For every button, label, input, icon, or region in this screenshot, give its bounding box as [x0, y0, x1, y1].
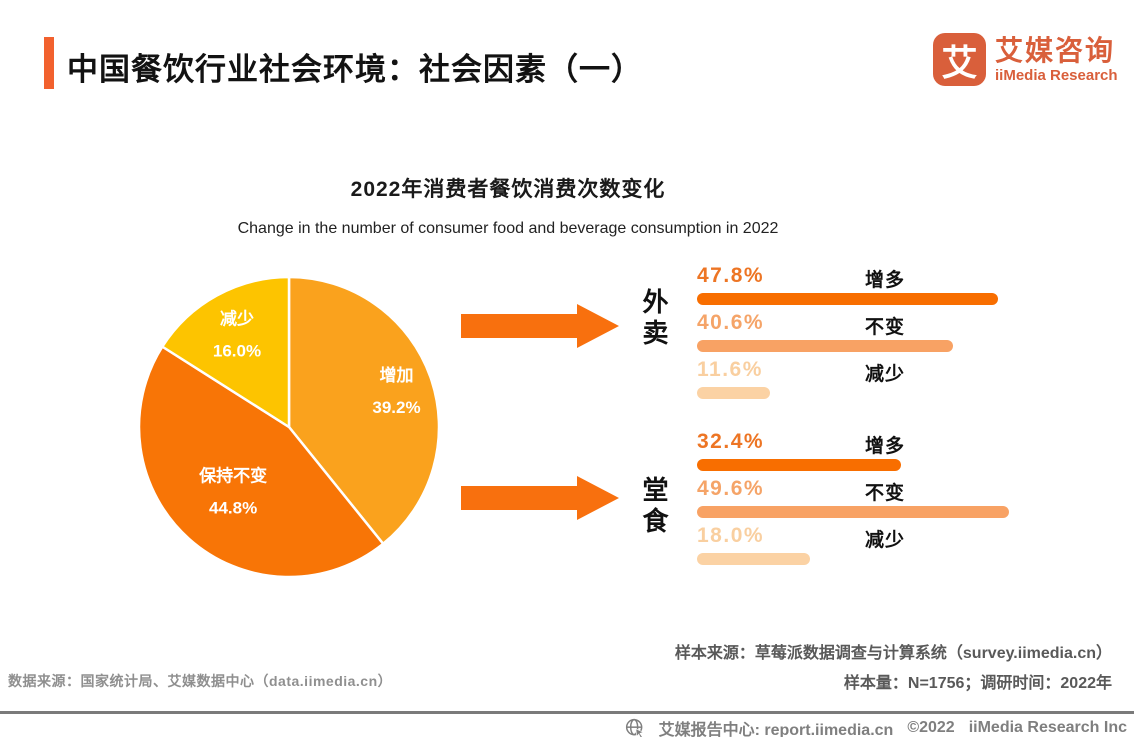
bar-row: 18.0% 减少	[697, 524, 1127, 570]
pie-slice	[137, 345, 385, 579]
bar-category-label: 不变	[865, 483, 906, 504]
sample-source-note: 样本来源：草莓派数据调查与计算系统（survey.iimedia.cn）	[674, 645, 1112, 662]
footer-divider	[0, 711, 1134, 714]
bar-value-label: 11.6%	[697, 358, 763, 381]
takeout-arrow-icon	[461, 304, 619, 348]
pie-slice	[287, 275, 441, 546]
brand-logo-icon: 艾	[933, 33, 986, 86]
bar-category-label: 不变	[865, 317, 906, 338]
pie-slice-label: 保持不变	[198, 466, 267, 486]
bar	[697, 506, 1009, 518]
bar-value-label: 47.8%	[697, 264, 765, 287]
chart-title-cn: 2022年消费者餐饮消费次数变化	[350, 178, 666, 201]
header-accent-bar	[44, 37, 54, 89]
copyright-text: ©2022	[907, 719, 955, 736]
bar	[697, 340, 953, 352]
bar-row: 49.6% 不变	[697, 477, 1127, 523]
bar	[697, 459, 901, 471]
group-label-takeout: 外卖	[639, 288, 669, 350]
page-title: 中国餐饮行业社会环境：社会因素（一）	[67, 52, 643, 87]
pie-slice-value: 16.0%	[213, 341, 261, 360]
ai-glyph: 艾	[941, 41, 978, 83]
bar-group-takeout: 47.8% 增多 40.6% 不变 11.6% 减少	[697, 264, 1127, 414]
bar-category-label: 减少	[865, 364, 906, 385]
sample-info-note: 样本量：N=1756；调研时间：2022年	[843, 675, 1112, 692]
bar	[697, 553, 810, 565]
bar-value-label: 32.4%	[697, 430, 765, 453]
report-center-text: 艾媒报告中心: report.iimedia.cn	[658, 722, 894, 737]
brand-name-en: iiMedia Research	[995, 67, 1118, 84]
bar-value-label: 49.6%	[697, 477, 765, 500]
bar-group-dinein: 32.4% 增多 49.6% 不变 18.0% 减少	[697, 430, 1127, 580]
pie-slice-label: 减少	[220, 308, 254, 328]
pie-slice-label: 增加	[380, 365, 414, 385]
chart-header: 2022年消费者餐饮消费次数变化 Change in the number of…	[148, 173, 868, 238]
dinein-arrow-icon	[461, 476, 619, 520]
bar-row: 11.6% 减少	[697, 358, 1127, 404]
brand-name-cn: 艾媒咨询	[995, 35, 1116, 66]
pie-slice-value: 39.2%	[372, 398, 420, 417]
bar-value-label: 18.0%	[697, 524, 765, 547]
bar-row: 40.6% 不变	[697, 311, 1127, 357]
chart-title-en: Change in the number of consumer food an…	[237, 220, 779, 237]
bar-category-label: 增多	[865, 436, 906, 457]
group-label-dinein: 堂食	[639, 476, 669, 538]
company-text: iiMedia Research Inc	[968, 719, 1127, 736]
pie-slice-value: 44.8%	[209, 499, 257, 518]
globe-cursor-icon	[625, 718, 644, 737]
pie-slice	[161, 275, 291, 429]
bar-row: 47.8% 增多	[697, 264, 1127, 310]
pie-chart: 增加 39.2% 保持不变 44.8% 减少 16.0%	[137, 275, 441, 579]
bar-category-label: 增多	[865, 270, 906, 291]
bar	[697, 293, 998, 305]
bar-value-label: 40.6%	[697, 311, 765, 334]
footer-report-bar: 艾媒报告中心: report.iimedia.cn ©2022 iiMedia …	[625, 716, 1127, 737]
data-source-note: 数据来源：国家统计局、艾媒数据中心（data.iimedia.cn）	[8, 673, 393, 689]
brand-logo-text: 艾媒咨询 iiMedia Research	[995, 33, 1118, 84]
bar-row: 32.4% 增多	[697, 430, 1127, 476]
bar-category-label: 减少	[865, 530, 906, 551]
brand-logo: 艾 艾媒咨询 iiMedia Research	[933, 33, 1118, 86]
bar	[697, 387, 770, 399]
